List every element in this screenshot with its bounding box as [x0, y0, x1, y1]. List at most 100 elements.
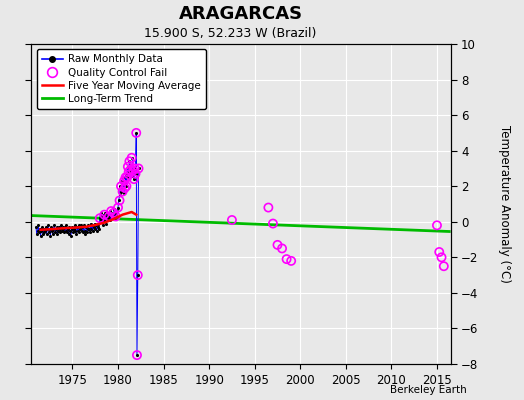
Point: [46, 226, 54, 232]
Point: [105, 213, 113, 220]
Point: [97, 217, 105, 223]
Point: [282, 256, 291, 262]
Legend: Raw Monthly Data, Quality Control Fail, Five Year Moving Average, Long-Term Tren: Raw Monthly Data, Quality Control Fail, …: [37, 49, 206, 109]
Point: [69, 229, 78, 236]
Point: [38, 224, 46, 230]
Point: [50, 222, 58, 228]
Point: [83, 229, 91, 236]
Point: [61, 224, 69, 230]
Point: [53, 231, 61, 238]
Point: [63, 229, 71, 236]
Text: 15.900 S, 52.233 W (Brazil): 15.900 S, 52.233 W (Brazil): [145, 28, 316, 40]
Point: [49, 226, 58, 232]
Point: [115, 192, 124, 198]
Point: [112, 213, 121, 220]
Point: [75, 229, 83, 236]
Point: [125, 158, 134, 164]
Point: [95, 215, 104, 222]
Point: [96, 210, 105, 216]
Point: [56, 229, 64, 236]
Point: [127, 172, 136, 179]
Point: [36, 226, 44, 232]
Point: [71, 222, 79, 228]
Point: [48, 228, 56, 234]
Point: [112, 213, 120, 220]
Point: [37, 228, 46, 234]
Y-axis label: Temperature Anomaly (°C): Temperature Anomaly (°C): [498, 125, 511, 283]
Point: [100, 212, 108, 218]
Point: [128, 154, 137, 161]
Point: [54, 228, 62, 234]
Point: [123, 174, 132, 180]
Point: [80, 222, 88, 228]
Point: [64, 226, 72, 232]
Point: [126, 167, 134, 174]
Point: [68, 226, 76, 232]
Point: [126, 167, 134, 174]
Point: [123, 174, 132, 180]
Point: [66, 228, 74, 234]
Point: [112, 210, 120, 216]
Point: [89, 228, 97, 234]
Point: [86, 229, 94, 236]
Point: [71, 228, 80, 234]
Point: [435, 249, 443, 255]
Point: [120, 178, 128, 184]
Point: [58, 228, 66, 234]
Point: [118, 185, 127, 191]
Point: [73, 228, 82, 234]
Point: [118, 178, 126, 184]
Point: [134, 165, 143, 172]
Point: [433, 222, 441, 228]
Point: [57, 222, 66, 228]
Point: [111, 215, 119, 222]
Point: [438, 254, 446, 260]
Point: [43, 226, 51, 232]
Point: [56, 226, 64, 232]
Point: [228, 217, 236, 223]
Point: [132, 130, 140, 136]
Point: [87, 226, 95, 232]
Point: [105, 213, 113, 220]
Point: [34, 222, 42, 228]
Point: [82, 224, 90, 230]
Point: [113, 208, 122, 214]
Point: [41, 228, 49, 234]
Point: [127, 154, 136, 161]
Point: [108, 215, 116, 222]
Point: [116, 183, 125, 190]
Point: [108, 210, 117, 216]
Point: [264, 204, 272, 211]
Point: [134, 272, 142, 278]
Title: ARAGARCAS: ARAGARCAS: [179, 5, 303, 23]
Point: [94, 220, 102, 227]
Point: [86, 220, 95, 227]
Point: [114, 204, 122, 211]
Point: [117, 183, 125, 190]
Point: [100, 217, 108, 223]
Point: [114, 204, 122, 211]
Point: [119, 174, 127, 180]
Point: [121, 181, 129, 188]
Point: [98, 213, 106, 220]
Point: [92, 222, 100, 228]
Point: [41, 224, 50, 230]
Point: [64, 231, 73, 238]
Point: [132, 130, 140, 136]
Point: [95, 226, 103, 232]
Point: [127, 162, 135, 168]
Point: [74, 222, 83, 228]
Point: [66, 224, 74, 230]
Point: [39, 226, 48, 232]
Point: [104, 215, 112, 222]
Point: [88, 222, 96, 228]
Point: [110, 213, 118, 220]
Point: [130, 176, 138, 182]
Point: [125, 169, 133, 175]
Point: [70, 226, 78, 232]
Point: [93, 228, 101, 234]
Point: [129, 167, 137, 174]
Point: [91, 226, 100, 232]
Point: [73, 224, 81, 230]
Point: [107, 208, 115, 214]
